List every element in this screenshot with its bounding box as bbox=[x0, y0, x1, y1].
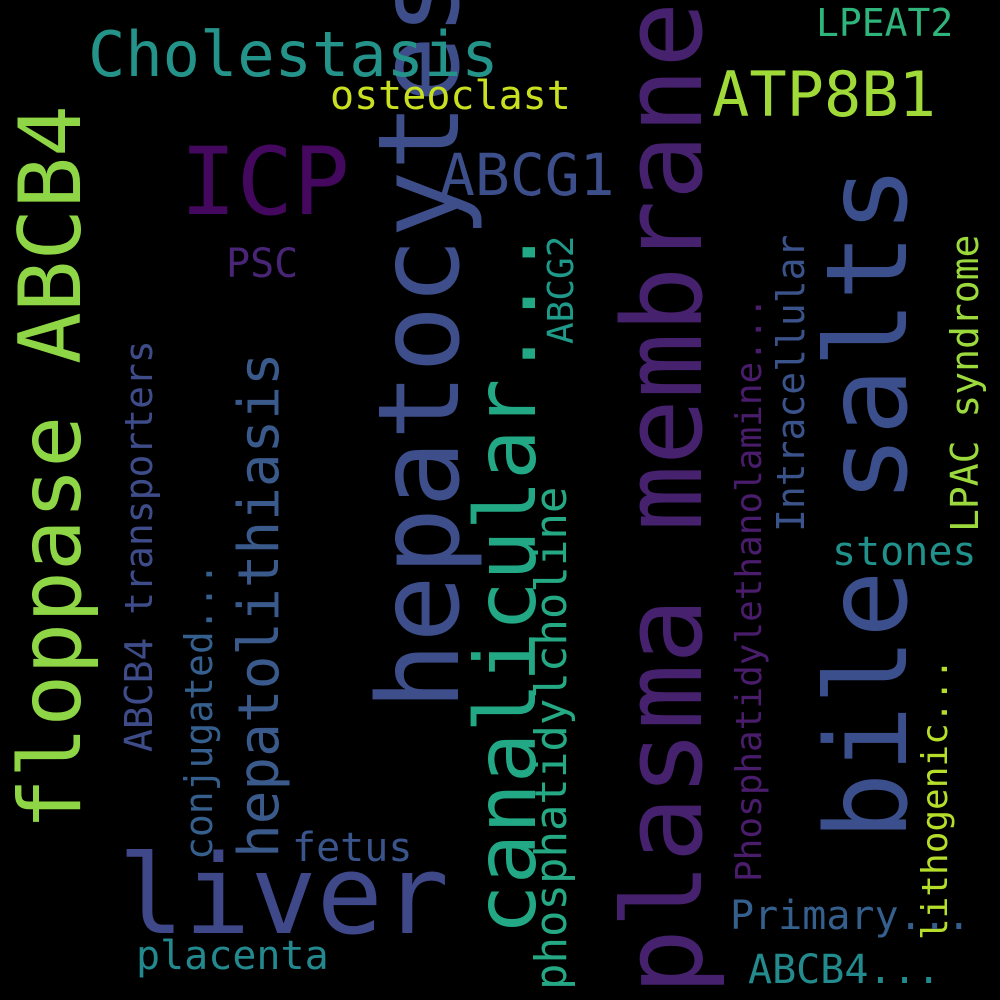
word-phosphatidylethanolamine: Phosphatidylethanolamine... bbox=[729, 296, 770, 882]
word-psc: PSC bbox=[226, 241, 299, 287]
word-icp: ICP bbox=[180, 128, 350, 237]
word-abcg2: ABCG2 bbox=[541, 235, 582, 344]
word-abcb4-transporters: ABCB4 transporters bbox=[117, 340, 161, 752]
word-abcb4-dots: ABCB4... bbox=[748, 947, 941, 993]
word-osteoclast: osteoclast bbox=[330, 73, 571, 119]
word-liver: liver bbox=[118, 831, 450, 959]
word-abcg1: ABCG1 bbox=[440, 141, 615, 209]
word-placenta: placenta bbox=[136, 933, 329, 979]
word-phosphatidylcholine: phosphatidylcholine bbox=[526, 486, 577, 990]
word-bile-salts: bile salts bbox=[803, 165, 933, 840]
word-primary: Primary... bbox=[730, 893, 971, 939]
word-plasma-membrane: plasma membrane bbox=[599, 1, 727, 995]
word-lpac-syndrome: LPAC syndrome bbox=[943, 234, 987, 532]
word-cholestasis: Cholestasis bbox=[88, 18, 499, 91]
word-fetus: fetus bbox=[292, 825, 413, 871]
word-lpeat2: LPEAT2 bbox=[816, 1, 954, 45]
word-stones: stones bbox=[832, 529, 977, 575]
word-conjugated: conjugated... bbox=[177, 562, 221, 860]
word-atp8b1: ATP8B1 bbox=[712, 58, 936, 131]
word-intracellular: Intracellular bbox=[769, 234, 813, 532]
word-hepatolithiasis: hepatolithiasis bbox=[227, 352, 292, 858]
word-floppase-abcb4: floppase ABCB4 bbox=[1, 105, 101, 830]
